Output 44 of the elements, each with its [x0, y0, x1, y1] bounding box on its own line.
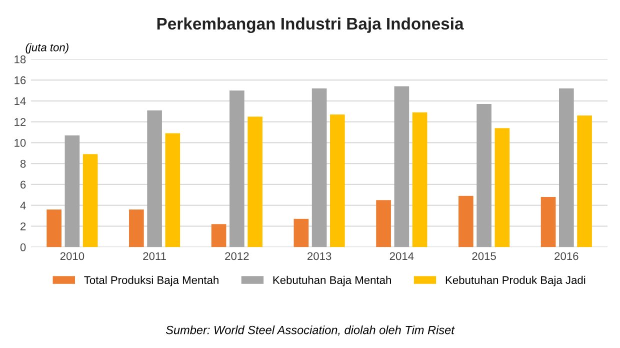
bar	[294, 218, 309, 248]
y-tick-label: 8	[20, 160, 26, 168]
bar	[412, 112, 428, 248]
bar	[129, 209, 144, 248]
x-tick-label: 2016	[554, 252, 578, 260]
y-tick-label: 6	[20, 180, 26, 189]
bar	[312, 88, 327, 248]
bar	[248, 116, 262, 248]
text: Sumber: World Steel Association, diolah oleh Tim Riset	[166, 326, 455, 336]
bar	[494, 128, 510, 248]
y-tick-label: 10	[14, 138, 26, 147]
x-tick-label: 2015	[472, 252, 496, 260]
x-tick-label: 2014	[390, 252, 414, 260]
x-tick-label: 2010	[60, 252, 84, 260]
bar	[476, 104, 492, 248]
legend-label: Kebutuhan Baja Mentah	[273, 276, 391, 286]
bar	[559, 88, 574, 248]
y-tick-label: 14	[14, 97, 26, 105]
legend-label: Kebutuhan Produk Baja Jadi	[446, 276, 586, 286]
bar	[540, 196, 556, 248]
chart-title: Perkembangan Industri Baja Indonesia	[157, 17, 464, 34]
bar	[394, 86, 410, 248]
x-tick-label: 2013	[308, 252, 332, 260]
bar	[330, 114, 345, 248]
bar	[376, 200, 391, 248]
bar	[46, 209, 62, 248]
bar	[165, 133, 180, 248]
y-axis-title: (juta ton)	[26, 43, 68, 54]
x-tick-label: 2011	[143, 252, 166, 260]
y-tick-label: 16	[14, 76, 26, 84]
y-tick-label: 12	[14, 118, 26, 126]
y-tick-label: 4	[20, 202, 26, 210]
bar	[577, 116, 592, 248]
bar	[211, 224, 226, 248]
y-tick-label: 0	[20, 243, 26, 252]
bar	[64, 135, 80, 248]
bar	[230, 90, 244, 248]
y-tick-label: 18	[14, 55, 26, 64]
legend-label: Total Produksi Baja Mentah	[84, 276, 218, 286]
bar	[147, 110, 162, 248]
bar	[458, 196, 474, 248]
y-tick-label: 2	[20, 222, 26, 230]
x-tick-label: 2012	[225, 252, 249, 260]
bar	[82, 154, 98, 248]
